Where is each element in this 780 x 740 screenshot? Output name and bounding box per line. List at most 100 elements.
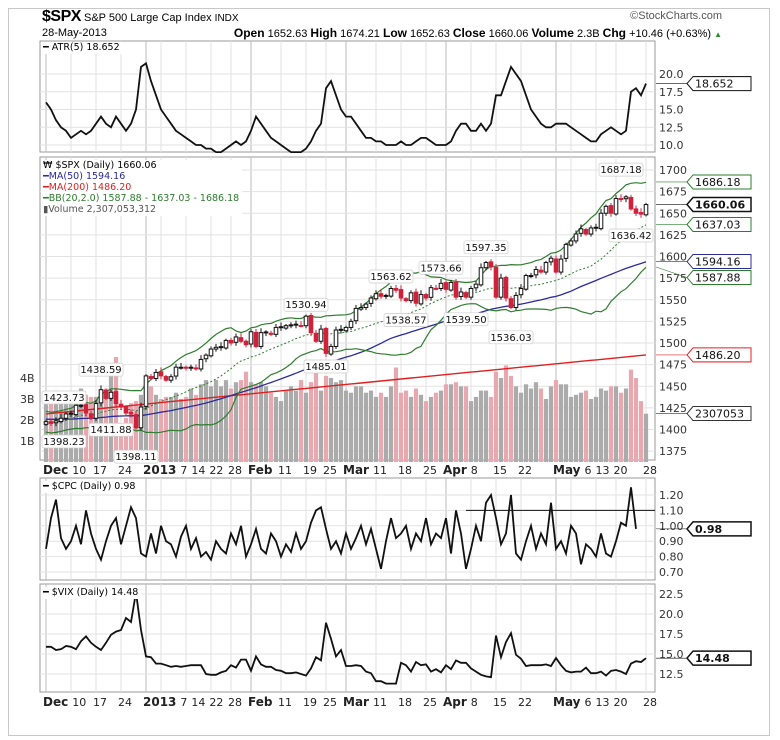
price-tick-label: 1475	[659, 359, 687, 372]
date-tick-label: 28	[643, 696, 657, 709]
date-tick-label: 24	[118, 696, 132, 709]
date-tick-label: 15	[493, 696, 507, 709]
candle-body	[68, 412, 74, 415]
price-annotation-box	[598, 162, 644, 177]
volume-bar	[508, 375, 514, 462]
volume-bar	[493, 371, 499, 462]
price-tick-label: 1450	[659, 380, 687, 393]
volume-bar	[118, 430, 124, 462]
candle-body	[453, 281, 459, 298]
up-arrow-icon: ▲	[714, 30, 722, 39]
volume-bar	[428, 396, 434, 462]
vix-tick-label: 20.0	[659, 608, 684, 621]
volume-bar	[438, 390, 444, 462]
high-value: 1674.21	[340, 28, 380, 40]
candle-body	[88, 413, 94, 419]
volume-bar	[48, 396, 54, 462]
volume-bar	[503, 365, 509, 462]
volume-bar	[68, 399, 74, 462]
volume-value: 2.3B	[576, 28, 600, 40]
volume-tick-label: 2B	[20, 414, 35, 427]
cpc-tag-box	[686, 521, 752, 537]
candle-body	[348, 320, 354, 328]
price-tick-label: 1400	[659, 424, 687, 437]
low-label: Low	[382, 26, 407, 40]
date-tick-label: 22	[518, 696, 532, 709]
cpc-panel	[39, 477, 656, 581]
cpc-tick-label: 0.90	[659, 535, 684, 548]
date-tick-label: 2013	[143, 463, 176, 477]
candle-body	[413, 291, 419, 304]
date-tick-label: 22	[209, 464, 223, 477]
price-annotation-box	[113, 449, 159, 464]
candle-body	[343, 326, 349, 332]
volume-bar	[323, 375, 329, 462]
candle-body	[288, 324, 294, 327]
candle-body	[148, 376, 154, 379]
candle-body	[168, 376, 174, 381]
date-tick-label: 17	[93, 696, 107, 709]
date-tick-label: 15	[493, 464, 507, 477]
date-tick-label: 20	[614, 464, 628, 477]
volume-bar	[338, 380, 344, 462]
volume-bar	[563, 384, 569, 462]
vix-tick-label: 17.5	[659, 628, 684, 641]
volume-bar	[348, 392, 354, 462]
volume-bar	[188, 388, 194, 462]
volume-bar	[83, 394, 89, 462]
candle-body	[138, 406, 144, 429]
volume-tag-text: 2307053	[695, 408, 744, 421]
candle-body	[393, 288, 399, 291]
date-tick-label: 6	[585, 464, 592, 477]
candle-body	[643, 204, 649, 216]
price-annotation-box	[41, 390, 87, 405]
date-tick-label: 8	[471, 464, 478, 477]
volume-bar	[248, 382, 254, 462]
candle-body	[328, 345, 334, 355]
candle-body	[273, 326, 279, 335]
date-tick-label: Mar	[343, 463, 369, 477]
volume-bar	[218, 386, 224, 462]
price-tick-label: 1575	[659, 272, 687, 285]
volume-bar	[528, 388, 534, 462]
bb-upper-tag-box	[686, 174, 752, 190]
candle-body	[538, 269, 544, 273]
volume-bar	[318, 390, 324, 462]
price-annotation-box	[368, 269, 414, 284]
date-tick-label: 18	[398, 696, 412, 709]
vix-tick-label: 12.5	[659, 668, 684, 681]
candle-body	[333, 329, 339, 347]
close-value: 1660.06	[488, 28, 529, 40]
candle-body	[508, 298, 514, 309]
candle-body	[123, 406, 129, 414]
candle-body	[358, 307, 364, 310]
atr-tick-label: 12.5	[659, 121, 684, 134]
date-tick-label: 8	[471, 696, 478, 709]
change-value: +10.46 (+0.63%)	[629, 28, 712, 40]
date-tick-label: Dec	[43, 695, 68, 709]
volume-bar	[223, 380, 229, 462]
bb-middle-tag-box	[686, 216, 752, 232]
vix-legend: ━ $VIX (Daily) 14.48	[41, 587, 142, 599]
volume-bar	[453, 382, 459, 462]
atr-tick-label: 17.5	[659, 86, 684, 99]
volume-tick-label: 1B	[20, 435, 35, 448]
close-tag-text: 1660.06	[695, 199, 745, 212]
security-name: S&P 500 Large Cap Index	[83, 12, 212, 24]
date-tick-label: 25	[423, 696, 437, 709]
volume-tag-box	[686, 406, 752, 422]
date-tick-label: 19	[303, 464, 317, 477]
candle-body	[133, 414, 139, 429]
candle-body	[428, 287, 434, 298]
vix-tick-label: 22.5	[659, 588, 684, 601]
volume-bar	[623, 388, 629, 462]
candle-body	[53, 420, 59, 424]
candle-body	[518, 288, 524, 296]
price-annotation: 1398.23	[43, 437, 84, 448]
volume-bar	[478, 390, 484, 462]
candle-body	[423, 294, 429, 299]
volume-bar	[158, 399, 164, 462]
volume-bar	[53, 390, 59, 462]
volume-bar	[408, 396, 414, 462]
candle-body	[638, 212, 644, 215]
